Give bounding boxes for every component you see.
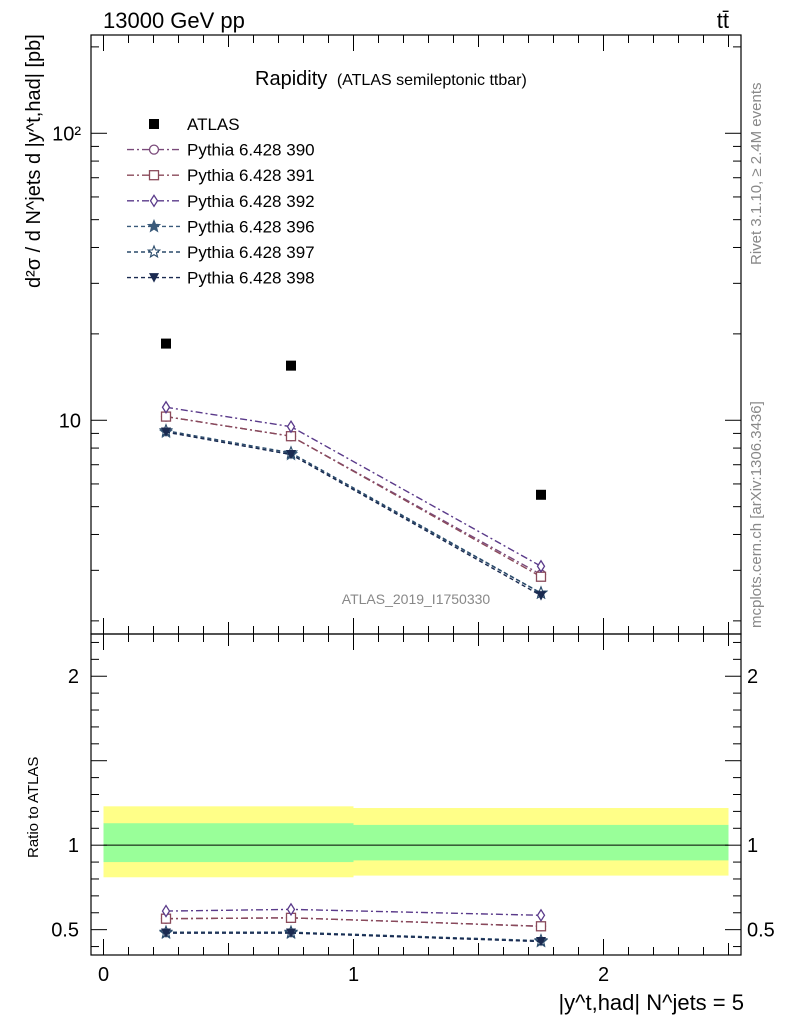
- plot-layer: 10 10² 0 1 2 0.5 0.5 1 1 2 2 ATLAS Pythia 6.428 390 P…: [51, 34, 775, 986]
- mcplots-label: mcplots.cern.ch [arXiv:1306.3436]: [748, 401, 765, 628]
- x-tick-label: 1: [348, 964, 359, 986]
- x-axis-label: |y^t,had| N^jets = 5: [558, 990, 744, 1015]
- series-marker-upper: [536, 559, 546, 573]
- series-marker-upper: [286, 449, 296, 460]
- legend-marker: [148, 144, 160, 155]
- legend-marker: [149, 194, 159, 208]
- lower-frame: [90, 633, 742, 956]
- series-marker-ratio: [286, 902, 296, 917]
- lower-ylabel: Ratio to ATLAS: [25, 757, 42, 858]
- series-marker-ratio: [536, 908, 546, 923]
- series-line-ratio: [165, 908, 542, 916]
- legend-label: Pythia 6.428 397: [187, 243, 315, 262]
- analysis-label: ATLAS_2019_I1750330: [342, 591, 491, 607]
- header-left: 13000 GeV pp: [103, 8, 245, 33]
- atlas-data-point: [536, 489, 546, 500]
- legend-marker: [148, 170, 160, 181]
- series-marker-upper: [161, 400, 171, 414]
- chart-subtitle: (ATLAS semileptonic ttbar): [337, 72, 527, 89]
- series-marker-upper: [161, 427, 171, 438]
- uncertainty-band-inner: [353, 824, 729, 861]
- series-line-upper: [165, 431, 542, 597]
- rivet-label: Rivet 3.1.10, ≥ 2.4M events: [748, 83, 765, 266]
- legend-marker: [146, 244, 162, 259]
- legend-label: Pythia 6.428 396: [187, 217, 315, 236]
- series-marker-ratio: [161, 904, 171, 918]
- series-line-upper: [165, 431, 542, 594]
- chart-title-group: Rapidity (ATLAS semileptonic ttbar): [255, 68, 527, 90]
- series-marker-ratio: [161, 928, 171, 939]
- lower-y-tick-label: 0.5: [51, 920, 79, 942]
- upper-y-tick-label: 10²: [52, 123, 81, 145]
- series-marker-ratio: [286, 928, 296, 939]
- lower-y-tick-label: 1: [68, 835, 79, 857]
- series-marker-upper: [536, 591, 546, 601]
- series-marker-ratio: [535, 921, 547, 932]
- uncertainty-band-inner: [103, 823, 354, 863]
- upper-ylabel: d²σ / d N^jets d |y^t,had| [pb]: [23, 34, 45, 288]
- legend-label-atlas: ATLAS: [187, 115, 240, 134]
- atlas-data-point: [161, 338, 171, 349]
- legend-label: Pythia 6.428 398: [187, 269, 315, 288]
- series-line-upper: [165, 406, 542, 567]
- header-right: tt̄: [717, 8, 729, 33]
- series-marker-upper: [286, 419, 296, 434]
- upper-y-tick-label: 10: [59, 410, 81, 432]
- lower-y-tick-label-right: 2: [747, 666, 758, 688]
- lower-y-tick-label: 2: [68, 666, 79, 688]
- series-marker-upper: [535, 571, 547, 582]
- legend-marker: [146, 218, 162, 233]
- legend-marker-atlas: [149, 119, 159, 129]
- legend-label: Pythia 6.428 391: [187, 166, 315, 185]
- x-tick-label: 2: [598, 964, 609, 986]
- x-tick-label: 0: [98, 964, 109, 986]
- legend-marker: [149, 273, 159, 283]
- series-line-upper: [165, 429, 542, 594]
- series-marker-ratio: [536, 936, 546, 947]
- legend-label: Pythia 6.428 392: [187, 192, 315, 211]
- lower-y-tick-label-right: 1: [747, 835, 758, 857]
- chart-title: Rapidity: [255, 68, 327, 90]
- atlas-data-point: [286, 360, 296, 371]
- series-line-ratio: [165, 917, 542, 927]
- legend-label: Pythia 6.428 390: [187, 141, 315, 160]
- lower-y-tick-label-right: 0.5: [747, 920, 775, 942]
